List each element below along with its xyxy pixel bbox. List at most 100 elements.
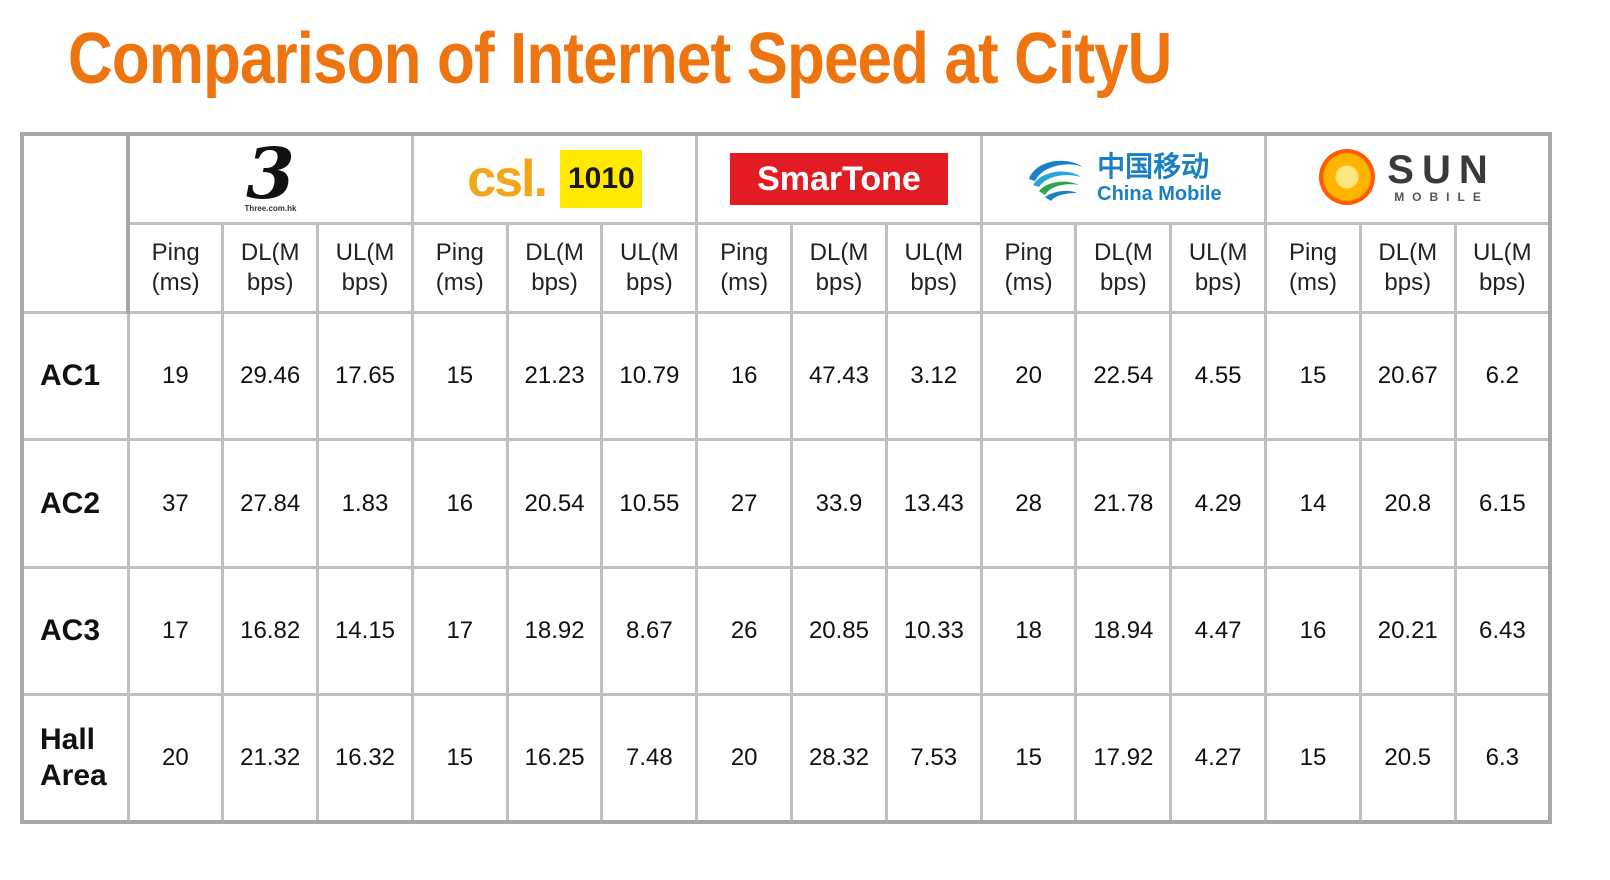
metric-header-line2: (ms) — [435, 269, 484, 296]
table-cell: 7.53 — [884, 693, 983, 824]
table-cell: 28.32 — [790, 693, 888, 824]
china-mobile-swirl-icon — [1029, 160, 1084, 201]
table-cell: 16 — [1264, 565, 1362, 697]
table-cell: 16.25 — [505, 693, 604, 824]
table-cell: 3.12 — [884, 310, 983, 442]
metric-header-line2: bps) — [626, 269, 673, 296]
metric-header-line1: DL(M — [1378, 239, 1438, 266]
china-mobile-logo: 中国移动 China Mobile — [1025, 150, 1222, 205]
table-cell: 17.92 — [1074, 693, 1173, 824]
table-cell: 18.92 — [505, 565, 604, 697]
table-cell: 1.83 — [316, 438, 414, 569]
table-row: AC1 19 29.46 17.65 15 21.23 10.79 16 47.43 3.12 20… — [20, 310, 1552, 442]
csl-wordmark: csl. — [467, 150, 548, 208]
metric-header-line2: bps) — [910, 269, 958, 296]
metric-header-line2: bps) — [1478, 269, 1526, 296]
operator-header-smartone: SmarTone — [695, 132, 983, 225]
metric-header-line1: UL(M — [1472, 239, 1532, 266]
operator-header-sun: SUN MOBILE — [1264, 132, 1552, 225]
table-cell: 20.54 — [505, 438, 604, 569]
table-row: AC3 17 16.82 14.15 17 18.92 8.67 26 20.85 10.33 18… — [20, 565, 1552, 697]
metric-header-line2: bps) — [1194, 269, 1242, 296]
metric-header-line1: UL(M — [1188, 239, 1248, 266]
table-cell: 4.55 — [1169, 310, 1268, 442]
metric-header: UL(M bps) — [316, 222, 414, 314]
table-cell: 20.5 — [1358, 693, 1457, 824]
table-cell: 21.78 — [1074, 438, 1173, 569]
metric-header-line2: bps) — [1100, 269, 1147, 296]
table-cell: 20.8 — [1358, 438, 1457, 569]
table-cell: 17.65 — [316, 310, 414, 442]
china-mobile-english-name: China Mobile — [1097, 182, 1222, 205]
metric-header-line1: DL(M — [240, 239, 300, 266]
table-cell: 29.46 — [221, 310, 320, 442]
row-label: Hall Area — [20, 693, 130, 824]
metric-header: Ping (ms) — [695, 222, 794, 314]
table-cell: 14.15 — [316, 565, 414, 697]
metric-header-line2: bps) — [341, 269, 389, 296]
table-row: AC2 37 27.84 1.83 16 20.54 10.55 27 33.9 13.43 28 2… — [20, 438, 1552, 569]
sun-mobile-logo: SUN MOBILE — [1319, 147, 1496, 205]
metric-header: UL(M bps) — [884, 222, 983, 314]
table-cell: 47.43 — [790, 310, 888, 442]
table-cell: 14 — [1264, 438, 1362, 569]
table-cell: 22.54 — [1074, 310, 1173, 442]
table-body: AC1 19 29.46 17.65 15 21.23 10.79 16 47.43 3.12 20… — [20, 310, 1552, 824]
table-cell: 16 — [410, 438, 509, 569]
metric-header-line1: Ping — [1004, 239, 1053, 266]
table-cell: 17 — [410, 565, 509, 697]
metric-header-line2: (ms) — [1288, 269, 1337, 296]
metric-header-line1: DL(M — [1094, 239, 1153, 266]
metric-header: Ping (ms) — [979, 222, 1078, 314]
table-cell: 16 — [695, 310, 794, 442]
table-cell: 15 — [410, 310, 509, 442]
corner-cell — [20, 132, 130, 314]
table-cell: 28 — [979, 438, 1078, 569]
metric-header-line2: (ms) — [1004, 269, 1053, 296]
metric-header-line1: DL(M — [809, 239, 869, 266]
metric-header: DL(M bps) — [1074, 222, 1173, 314]
metric-header-line1: UL(M — [904, 239, 964, 266]
metric-header: UL(M bps) — [600, 222, 699, 314]
table-cell: 18 — [979, 565, 1078, 697]
table-cell: 20 — [979, 310, 1078, 442]
table-cell: 27.84 — [221, 438, 320, 569]
operator-header-row: 3 Three.com.hk csl. 1010 SmarTone — [20, 132, 1552, 314]
metric-header: DL(M bps) — [505, 222, 604, 314]
table-cell: 10.33 — [884, 565, 983, 697]
table-cell: 10.79 — [600, 310, 699, 442]
table-cell: 21.23 — [505, 310, 604, 442]
metric-header: DL(M bps) — [221, 222, 320, 314]
metric-header-row: Ping (ms) DL(M bps) UL(M bps) Ping (ms) DL(M bps)… — [22, 222, 1552, 314]
table-cell: 27 — [695, 438, 794, 569]
table-cell: 20.67 — [1358, 310, 1457, 442]
table-cell: 4.29 — [1169, 438, 1268, 569]
table-cell: 20.85 — [790, 565, 888, 697]
metric-header-line1: Ping — [1288, 239, 1337, 266]
sun-wordmark: SUN — [1387, 147, 1496, 192]
operator-header-china-mobile: 中国移动 China Mobile — [979, 132, 1268, 225]
metric-header: UL(M bps) — [1453, 222, 1552, 314]
speed-comparison-table: 3 Three.com.hk csl. 1010 SmarTone — [20, 132, 1552, 824]
table-cell: 15 — [1264, 693, 1362, 824]
table-cell: 15 — [979, 693, 1078, 824]
row-label: AC3 — [20, 565, 130, 697]
smartone-logo: SmarTone — [729, 153, 948, 205]
metric-header-line2: (ms) — [720, 269, 769, 296]
metric-header-line2: bps) — [815, 269, 863, 296]
table-row: Hall Area 20 21.32 16.32 15 16.25 7.48 20 28.32 7… — [20, 693, 1552, 824]
table-cell: 20.21 — [1358, 565, 1457, 697]
metric-header-line2: bps) — [1384, 269, 1432, 296]
metric-header: Ping (ms) — [126, 222, 225, 314]
table-cell: 15 — [1264, 310, 1362, 442]
table-cell: 16.32 — [316, 693, 414, 824]
table-cell: 4.27 — [1169, 693, 1268, 824]
metric-header: UL(M bps) — [1169, 222, 1268, 314]
three-logo-caption: Three.com.hk — [244, 203, 297, 213]
row-label: AC1 — [20, 310, 130, 442]
metric-header: DL(M bps) — [1358, 222, 1457, 314]
operator-header-three: 3 Three.com.hk — [126, 132, 414, 225]
three-hk-logo: 3 Three.com.hk — [244, 138, 297, 213]
table-cell: 17 — [126, 565, 225, 697]
table-cell: 6.3 — [1453, 693, 1552, 824]
